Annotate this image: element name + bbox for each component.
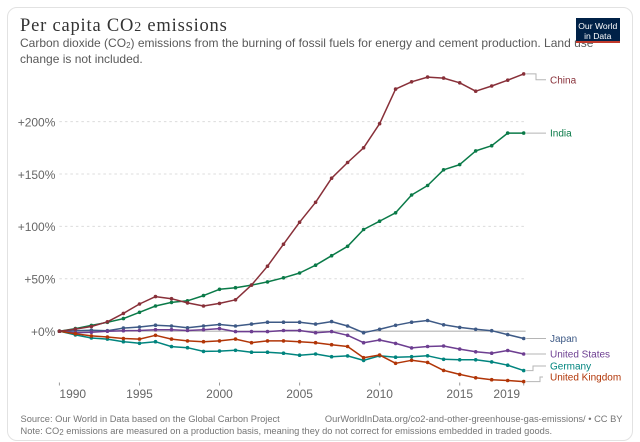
svg-text:2019: 2019 xyxy=(493,387,520,401)
svg-text:Germany: Germany xyxy=(550,362,591,373)
svg-text:+50%: +50% xyxy=(24,273,55,287)
svg-text:India: India xyxy=(550,129,572,140)
svg-text:+150%: +150% xyxy=(18,168,56,182)
svg-text:2000: 2000 xyxy=(206,387,233,401)
svg-text:United Kingdom: United Kingdom xyxy=(550,373,621,384)
svg-text:United States: United States xyxy=(550,350,610,361)
svg-text:1990: 1990 xyxy=(59,387,86,401)
svg-text:2015: 2015 xyxy=(446,387,473,401)
svg-text:+200%: +200% xyxy=(18,115,56,129)
svg-text:2010: 2010 xyxy=(366,387,393,401)
svg-text:Japan: Japan xyxy=(550,334,577,345)
svg-text:1995: 1995 xyxy=(126,387,153,401)
svg-text:+0%: +0% xyxy=(31,325,56,339)
svg-text:+100%: +100% xyxy=(18,220,56,234)
svg-text:China: China xyxy=(550,75,577,86)
svg-text:2005: 2005 xyxy=(286,387,313,401)
